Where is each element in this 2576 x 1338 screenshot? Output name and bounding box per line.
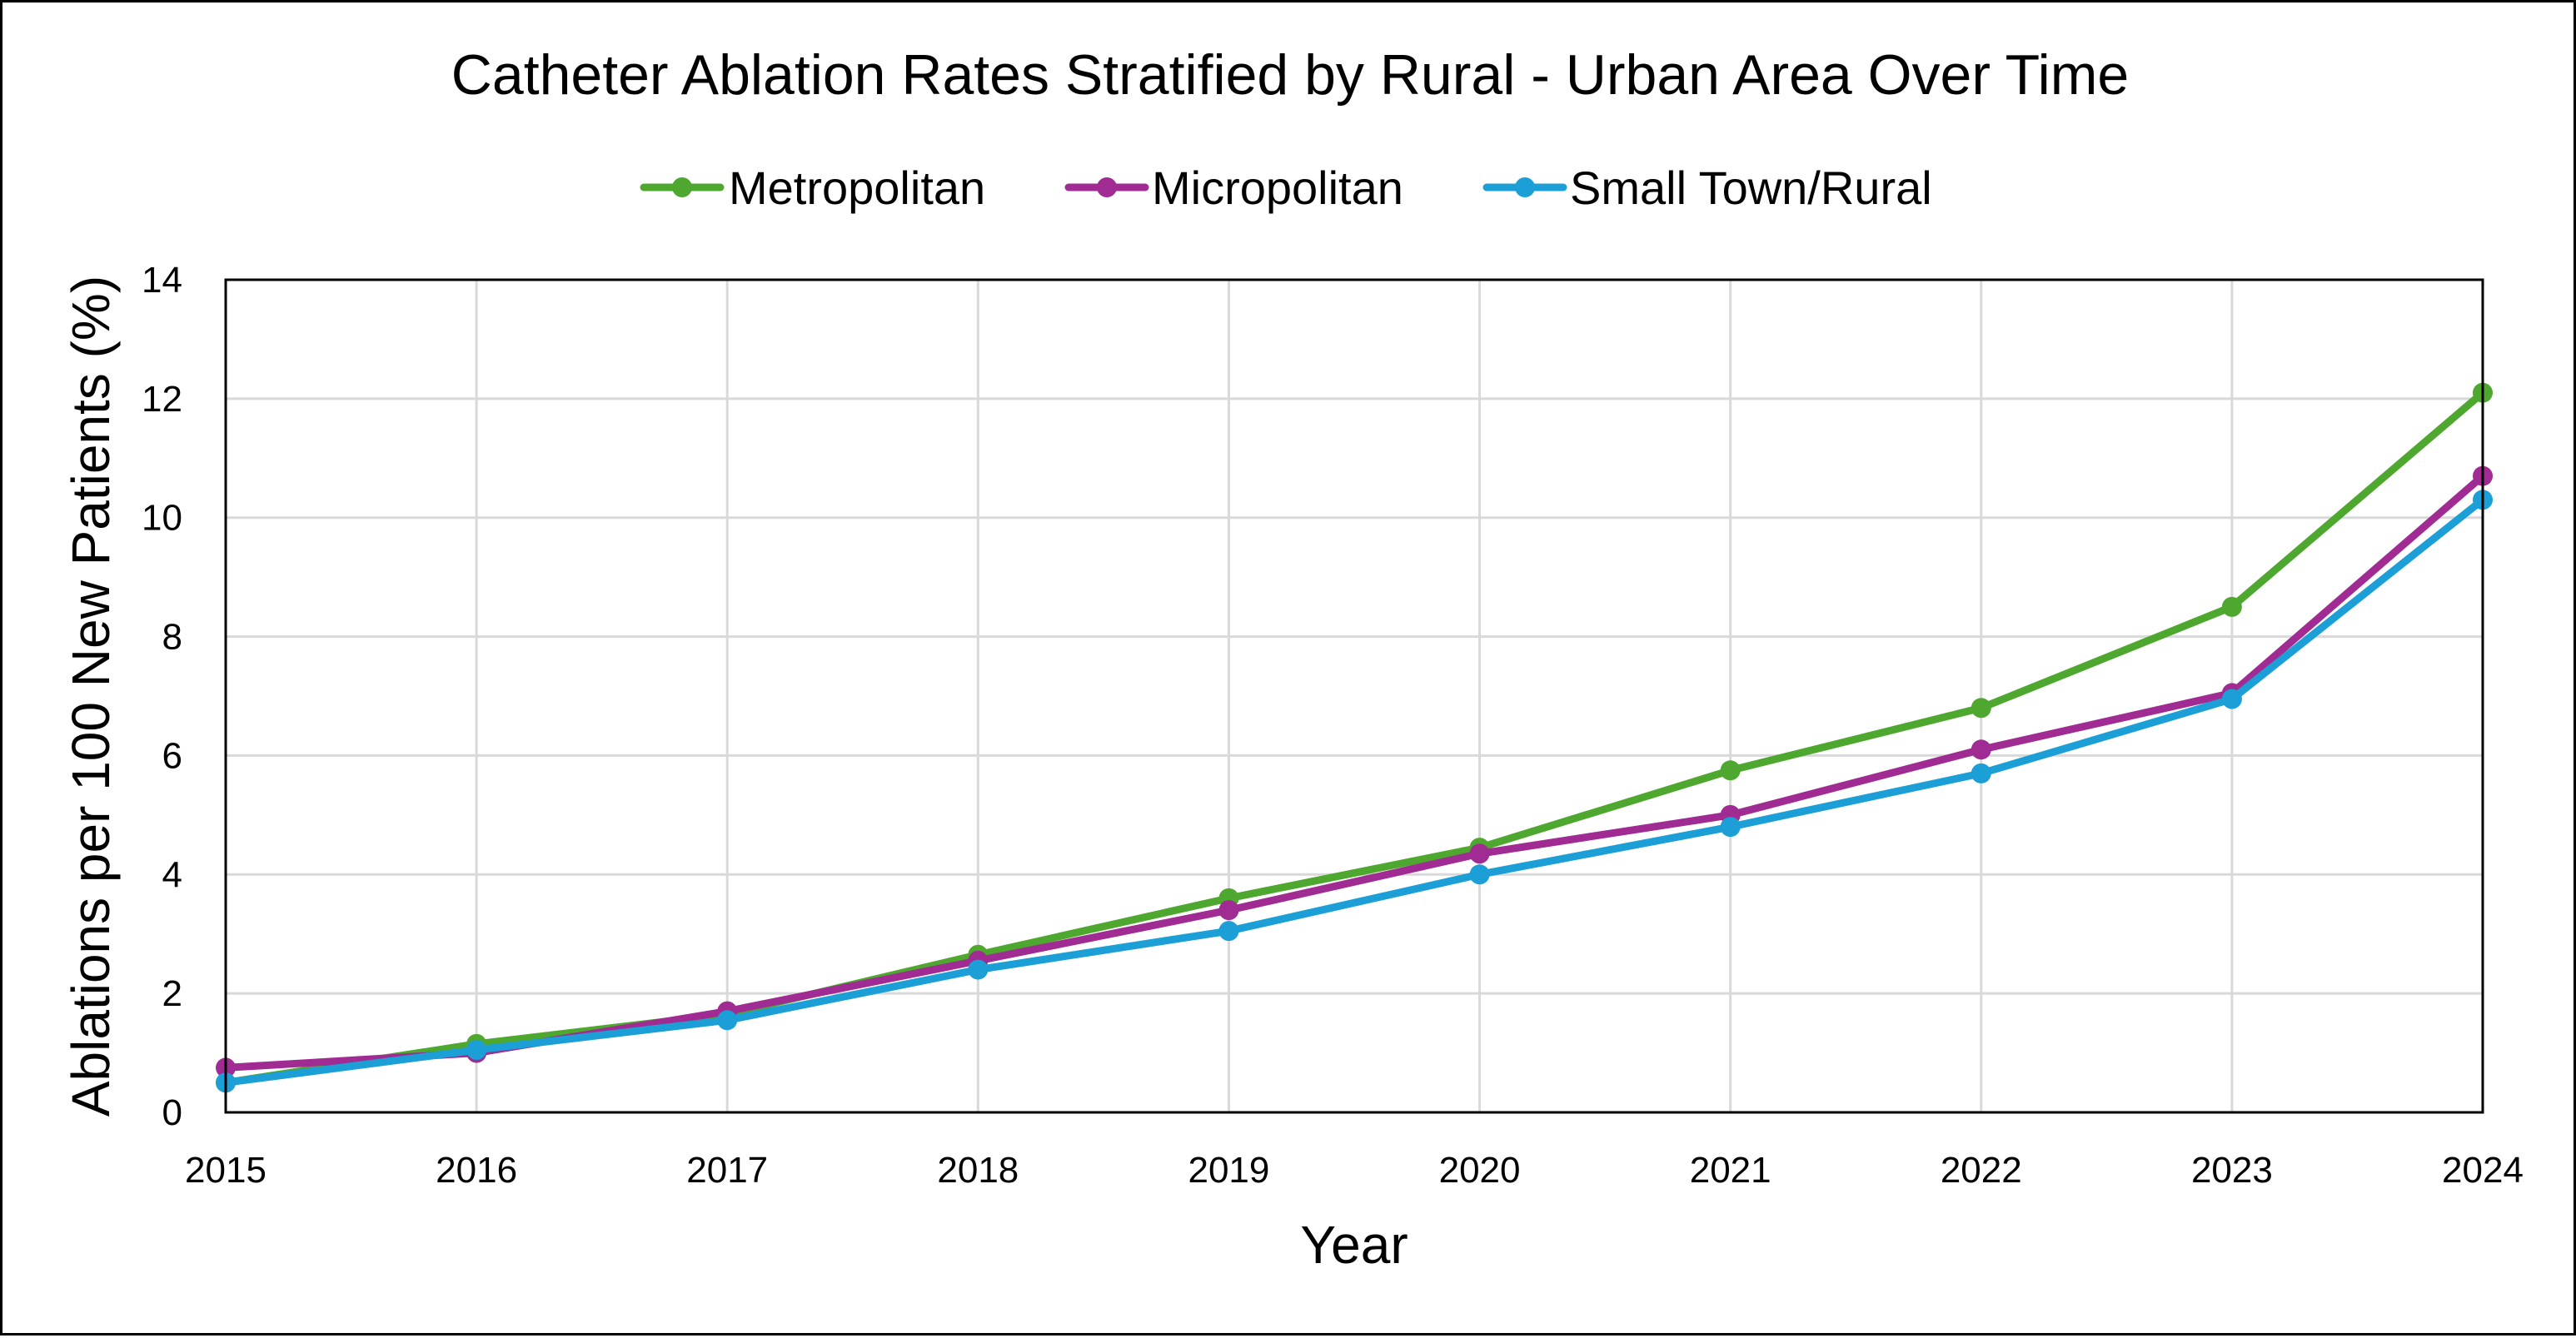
data-point [1218,921,1239,942]
data-point [1720,817,1741,838]
series-metropolitan [216,382,2493,1093]
y-axis-ticks: 0 2 4 6 8 10 12 14 [142,260,182,1133]
data-point [1971,763,1991,783]
y-tick-label: 0 [162,1092,182,1133]
data-point [1720,760,1741,781]
y-axis-title: Ablations per 100 New Patients (%) [61,276,121,1117]
x-tick-label: 2023 [2191,1150,2273,1191]
series-small-town-rural [216,490,2493,1093]
x-tick-label: 2022 [1941,1150,2022,1191]
data-point [1971,739,1991,760]
y-tick-label: 14 [142,260,182,301]
y-tick-label: 6 [162,735,182,776]
series-line [222,495,2487,1087]
series-micropolitan [216,465,2493,1078]
legend-marker [672,177,692,197]
legend: Metropolitan Micropolitan Small Town/Rural [640,162,1932,214]
data-point [2221,689,2242,709]
data-point [717,1010,738,1031]
data-point [1469,843,1490,864]
x-axis-ticks: 2015 2016 2017 2018 2019 2020 2021 2022 2023 2024 [185,1150,2524,1191]
x-tick-label: 2018 [937,1150,1019,1191]
legend-item: Small Town/Rural [1482,162,1932,214]
y-tick-label: 10 [142,498,182,539]
data-point [2221,596,2242,617]
gridlines [224,278,2484,1114]
x-tick-label: 2017 [686,1150,768,1191]
legend-label: Metropolitan [729,162,985,214]
x-tick-label: 2015 [185,1150,267,1191]
legend-marker [1515,177,1535,197]
x-tick-label: 2019 [1188,1150,1269,1191]
y-tick-label: 12 [142,379,182,420]
y-tick-label: 8 [162,617,182,658]
plot-area-border [224,278,2484,1114]
series-line [222,472,2487,1072]
x-tick-label: 2021 [1690,1150,1771,1191]
series-line [222,389,2487,1087]
x-tick-label: 2024 [2442,1150,2524,1191]
data-point [1469,864,1490,885]
data-point [1218,900,1239,921]
y-tick-label: 4 [162,854,182,895]
legend-item: Metropolitan [640,162,985,214]
legend-marker [1097,177,1117,197]
data-point [466,1040,487,1060]
series-layer [216,382,2493,1093]
legend-item: Micropolitan [1064,162,1403,214]
y-tick-label: 2 [162,973,182,1014]
legend-label: Micropolitan [1152,162,1403,214]
x-axis-title: Year [1300,1215,1408,1275]
data-point [968,959,989,980]
data-point [1971,698,1991,719]
legend-label: Small Town/Rural [1570,162,1932,214]
x-tick-label: 2020 [1439,1150,1521,1191]
x-tick-label: 2016 [436,1150,517,1191]
chart-title: Catheter Ablation Rates Stratified by Ru… [451,43,2129,107]
